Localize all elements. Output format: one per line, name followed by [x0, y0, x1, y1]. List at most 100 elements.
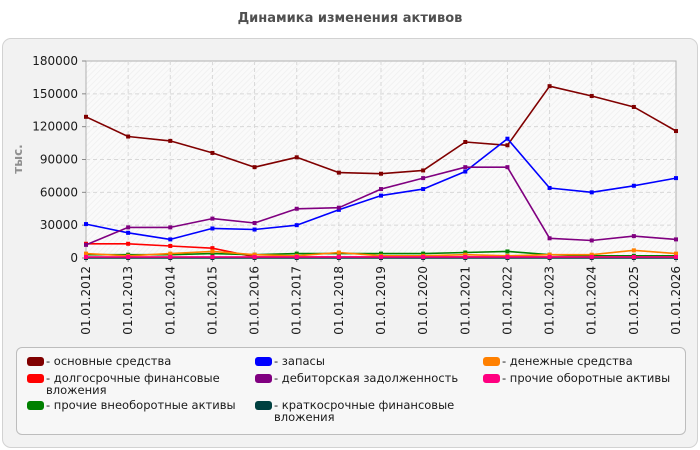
data-point — [210, 226, 215, 231]
data-point — [84, 251, 88, 256]
data-point — [421, 168, 426, 173]
x-tick-label: 01.01.2026 — [669, 266, 683, 335]
data-point — [379, 171, 383, 176]
legend-swatch — [27, 374, 44, 383]
legend-swatch — [255, 401, 272, 410]
data-point — [168, 251, 173, 256]
data-point — [463, 252, 468, 257]
legend-label: - дебиторская задолженность — [274, 371, 459, 385]
data-point — [589, 254, 594, 259]
data-point — [126, 225, 131, 230]
data-point — [631, 183, 636, 188]
x-tick-label: 01.01.2022 — [500, 266, 514, 335]
x-tick-label: 01.01.2020 — [416, 266, 430, 335]
data-point — [505, 254, 510, 259]
data-point — [126, 241, 131, 246]
series-4 — [84, 136, 678, 242]
x-tick-label: 01.01.2015 — [205, 266, 219, 335]
x-tick-label: 01.01.2012 — [79, 266, 93, 335]
legend-swatch — [255, 357, 272, 366]
series-1 — [84, 84, 678, 176]
data-point — [210, 246, 215, 251]
legend-label: - запасы — [274, 354, 325, 368]
data-point — [336, 250, 341, 255]
data-point — [336, 170, 341, 175]
x-tick-label: 01.01.2013 — [121, 266, 135, 335]
data-point — [505, 249, 510, 254]
data-point — [379, 193, 383, 198]
data-point — [168, 237, 173, 242]
x-tick-label: 01.01.2018 — [332, 266, 346, 335]
legend-item: - прочие внеоборотные активы — [27, 399, 249, 411]
legend-swatch — [27, 357, 44, 366]
data-point — [210, 150, 215, 155]
legend-swatch — [255, 374, 272, 383]
data-point — [421, 254, 426, 259]
legend-label: - прочие оборотные активы — [502, 371, 671, 385]
legend-item: - основные средства — [27, 355, 249, 367]
data-point — [379, 251, 383, 256]
data-point — [210, 251, 215, 256]
x-tick-label: 01.01.2016 — [248, 266, 262, 335]
data-point — [379, 187, 383, 192]
data-point — [379, 254, 383, 259]
data-point — [547, 236, 552, 241]
series-8 — [84, 254, 678, 259]
data-point — [210, 216, 215, 221]
data-point — [631, 248, 636, 253]
data-point — [168, 243, 173, 248]
data-point — [674, 176, 678, 181]
data-point — [463, 169, 468, 174]
legend-label: - денежные средства — [502, 354, 633, 368]
x-tick-label: 01.01.2025 — [627, 266, 641, 335]
data-point — [294, 254, 299, 259]
y-tick-label: 150000 — [32, 87, 78, 101]
data-point — [336, 207, 341, 212]
data-point — [547, 254, 552, 259]
data-point — [631, 254, 636, 259]
data-point — [252, 252, 257, 257]
data-point — [463, 165, 468, 170]
data-point — [463, 254, 468, 259]
data-point — [674, 251, 678, 256]
data-point — [252, 220, 257, 225]
data-point — [168, 254, 173, 259]
data-point — [126, 134, 131, 139]
data-point — [336, 205, 341, 210]
x-tick-label: 01.01.2024 — [585, 266, 599, 335]
data-point — [84, 254, 88, 259]
legend-swatch — [483, 357, 500, 366]
legend-label: - основные средства — [46, 354, 172, 368]
x-tick-label: 01.01.2021 — [458, 266, 472, 335]
legend-item: - долгосрочные финансовые вложения — [27, 372, 249, 396]
data-point — [674, 254, 678, 259]
data-point — [336, 254, 341, 259]
data-point — [421, 251, 426, 256]
data-point — [84, 242, 88, 247]
legend-label: - прочие внеоборотные активы — [46, 398, 236, 412]
y-tick-label: 30000 — [40, 218, 78, 232]
data-point — [505, 143, 510, 148]
data-point — [168, 225, 173, 230]
legend-label: - краткосрочные финансовые вложения — [274, 398, 455, 424]
legend-item: - запасы — [255, 355, 477, 367]
legend-item: - краткосрочные финансовые вложения — [255, 399, 477, 423]
legend-label: - долгосрочные финансовые вложения — [46, 371, 220, 397]
x-tick-label: 01.01.2017 — [290, 266, 304, 335]
legend-item: - денежные средства — [483, 355, 683, 367]
data-point — [631, 234, 636, 239]
data-point — [589, 252, 594, 257]
legend-swatch — [27, 401, 44, 410]
data-point — [126, 254, 131, 259]
y-tick-label: 90000 — [40, 153, 78, 167]
data-point — [294, 206, 299, 211]
data-point — [168, 138, 173, 143]
data-point — [252, 254, 257, 259]
x-tick-label: 01.01.2023 — [543, 266, 557, 335]
data-point — [589, 190, 594, 195]
grid-lines — [86, 61, 676, 258]
legend-item: - прочие оборотные активы — [483, 372, 683, 384]
series-5 — [84, 165, 678, 247]
data-point — [631, 104, 636, 109]
